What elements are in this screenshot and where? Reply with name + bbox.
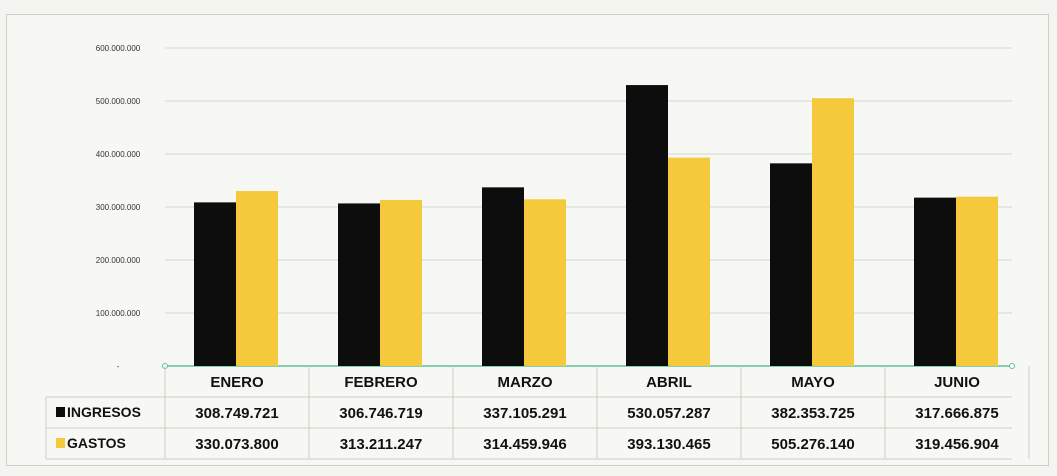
data-label: 314.459.946	[483, 436, 566, 453]
data-label: 337.105.291	[483, 405, 566, 422]
category-label: FEBRERO	[344, 374, 418, 391]
bar-ingresos-junio	[914, 197, 956, 366]
series-label: INGRESOS	[67, 404, 141, 420]
y-tick-label: 100.000.000	[96, 309, 141, 318]
data-label: 330.073.800	[195, 436, 278, 453]
category-label: JUNIO	[934, 374, 980, 391]
gridlines	[162, 47, 1015, 369]
bar-gastos-marzo	[524, 199, 566, 366]
bar-ingresos-marzo	[482, 187, 524, 366]
data-label: 382.353.725	[771, 405, 854, 422]
data-label: 530.057.287	[627, 405, 710, 422]
axis-end-marker	[1009, 363, 1015, 369]
bar-ingresos-enero	[194, 202, 236, 366]
data-table: ENERO FEBRERO MARZO ABRIL MAYO JUNIO INGRESOS 3…	[45, 366, 1030, 460]
bars	[194, 85, 998, 366]
data-label: 393.130.465	[627, 436, 710, 453]
bar-gastos-abril	[668, 157, 710, 366]
y-tick-label: 300.000.000	[96, 203, 141, 212]
data-label: 313.211.247	[340, 436, 423, 453]
category-label: ABRIL	[646, 374, 692, 391]
bar-gastos-enero	[236, 191, 278, 366]
bar-ingresos-mayo	[770, 163, 812, 366]
data-label: 317.666.875	[915, 405, 998, 422]
y-tick-label: 200.000.000	[96, 256, 141, 265]
y-axis-ticks: - 100.000.000 200.000.000 300.000.000 400.00…	[96, 44, 141, 371]
data-label: 505.276.140	[771, 436, 854, 453]
series-label: GASTOS	[67, 435, 126, 451]
legend-key-gastos	[56, 438, 65, 448]
bar-gastos-febrero	[380, 199, 422, 366]
bar-gastos-junio	[956, 196, 998, 366]
category-label: ENERO	[210, 374, 264, 391]
category-label: MAYO	[791, 374, 835, 391]
data-label: 306.746.719	[339, 405, 422, 422]
y-tick-label: -	[117, 362, 120, 371]
y-tick-label: 400.000.000	[96, 150, 141, 159]
legend-key-ingresos	[56, 407, 65, 417]
y-tick-label: 500.000.000	[96, 97, 141, 106]
bar-ingresos-abril	[626, 85, 668, 366]
y-tick-label: 600.000.000	[96, 44, 141, 53]
category-label: MARZO	[498, 374, 553, 391]
bar-ingresos-febrero	[338, 203, 380, 366]
bar-gastos-mayo	[812, 98, 854, 366]
data-label: 308.749.721	[195, 405, 278, 422]
data-label: 319.456.904	[915, 436, 999, 453]
